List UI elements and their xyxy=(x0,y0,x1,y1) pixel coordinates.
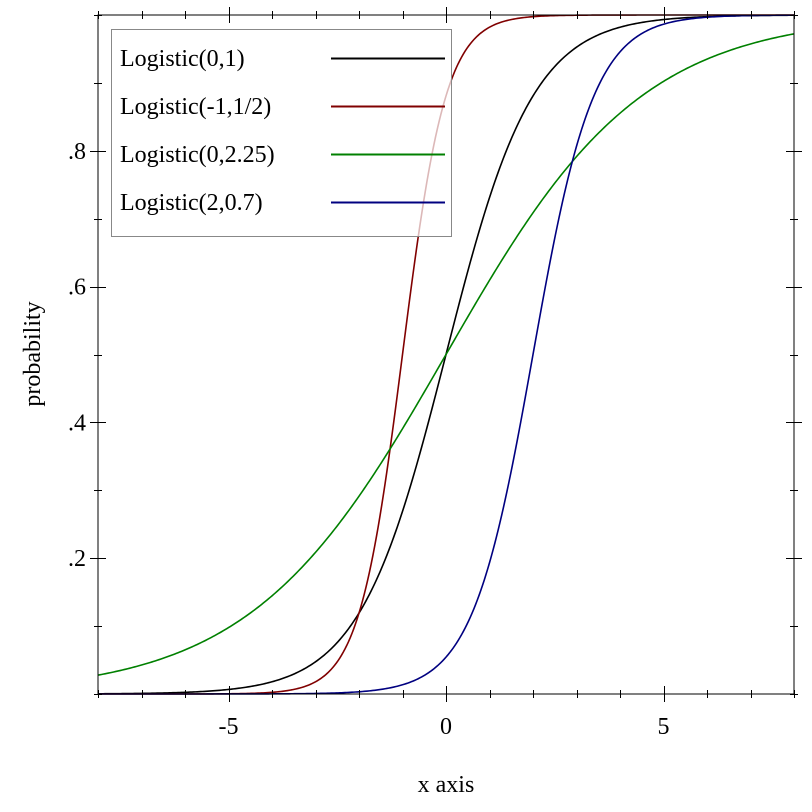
y-tick-label: .8 xyxy=(68,139,86,165)
x-tick-label: -5 xyxy=(219,714,239,740)
x-axis-title: x axis xyxy=(418,772,475,798)
legend-label: Logistic(0,1) xyxy=(120,46,245,72)
y-tick-label: .2 xyxy=(68,546,86,572)
series-line-2 xyxy=(97,33,795,676)
y-axis-title: probability xyxy=(20,301,46,406)
x-tick-label: 0 xyxy=(440,714,452,740)
legend-label: Logistic(2,0.7) xyxy=(120,190,263,216)
legend: Logistic(0,1) Logistic(-1,1/2) Logistic(0,… xyxy=(111,29,452,237)
legend-label: Logistic(-1,1/2) xyxy=(120,94,271,120)
x-tick-label: 5 xyxy=(658,714,670,740)
tick-layer: -5 0 5 .2 .4 .6 .8 xyxy=(68,7,802,740)
legend-label: Logistic(0,2.25) xyxy=(120,142,275,168)
y-tick-label: .4 xyxy=(68,410,86,436)
y-tick-label: .6 xyxy=(68,275,86,301)
